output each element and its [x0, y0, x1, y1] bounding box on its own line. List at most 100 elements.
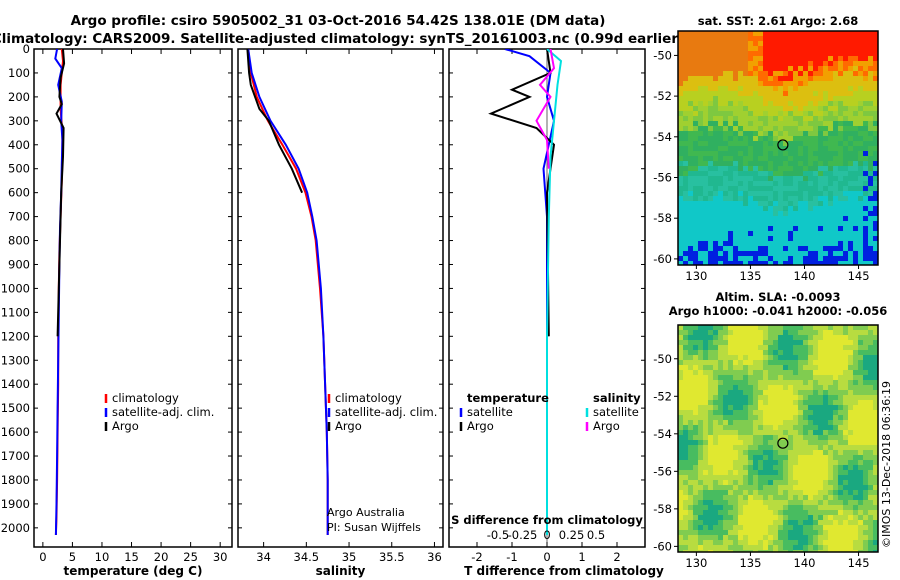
- map-cell: [738, 520, 744, 526]
- map-cell: [798, 495, 804, 501]
- map-cell: [813, 460, 819, 466]
- map-cell: [788, 505, 794, 511]
- map-cell: [758, 196, 764, 202]
- map-cell: [683, 66, 689, 72]
- map-cell: [838, 370, 844, 376]
- map-cell: [813, 475, 819, 481]
- map-cell: [838, 201, 844, 207]
- map-cell: [853, 221, 859, 227]
- map-cell: [718, 96, 724, 102]
- map-cell: [703, 66, 709, 72]
- map-cell: [698, 330, 704, 336]
- map-cell: [813, 545, 819, 551]
- map-cell: [738, 525, 744, 531]
- map-cell: [763, 520, 769, 526]
- map-cell: [693, 520, 699, 526]
- map-cell: [773, 161, 779, 167]
- map-cell: [688, 81, 694, 87]
- map-cell: [713, 415, 719, 421]
- map-cell: [803, 510, 809, 516]
- map-cell: [808, 540, 814, 546]
- map-cell: [698, 360, 704, 366]
- map-cell: [853, 211, 859, 217]
- map-cell: [743, 445, 749, 451]
- map-cell: [803, 535, 809, 541]
- map-cell: [678, 211, 684, 217]
- map-cell: [828, 505, 834, 511]
- map-cell: [868, 425, 874, 431]
- map-cell: [733, 116, 739, 122]
- map-cell: [743, 81, 749, 87]
- map-cell: [828, 151, 834, 157]
- timestamp-label: ©IMOS 13-Dec-2018 06:36:19: [880, 381, 893, 548]
- map-cell: [813, 345, 819, 351]
- map-cell: [698, 71, 704, 77]
- map-cell: [813, 241, 819, 247]
- map-cell: [753, 550, 759, 552]
- map-cell: [688, 475, 694, 481]
- map-cell: [743, 211, 749, 217]
- map-cell: [683, 256, 689, 262]
- map-cell: [833, 490, 839, 496]
- map-cell: [853, 131, 859, 137]
- map-cell: [873, 221, 878, 227]
- map-cell: [743, 216, 749, 222]
- map-cell: [688, 146, 694, 152]
- map-cell: [803, 360, 809, 366]
- map-cell: [678, 375, 684, 381]
- series-line-argo: [55, 49, 66, 337]
- map-cell: [858, 96, 864, 102]
- map-cell: [818, 450, 824, 456]
- map-cell: [843, 525, 849, 531]
- map-cell: [713, 455, 719, 461]
- map-cell: [693, 355, 699, 361]
- map-cell: [703, 410, 709, 416]
- map-cell: [783, 221, 789, 227]
- map-cell: [738, 480, 744, 486]
- map-cell: [798, 385, 804, 391]
- map-cell: [813, 166, 819, 172]
- map-cell: [848, 261, 854, 265]
- map-cell: [753, 201, 759, 207]
- map-cell: [798, 221, 804, 227]
- map-cell: [813, 256, 819, 262]
- map-cell: [703, 335, 709, 341]
- map-cell: [808, 191, 814, 197]
- map-cell: [733, 36, 739, 42]
- map-cell: [813, 106, 819, 112]
- map-cell: [833, 530, 839, 536]
- map-cell: [843, 211, 849, 217]
- map-cell: [823, 206, 829, 212]
- map-cell: [803, 385, 809, 391]
- map-cell: [763, 56, 769, 62]
- map-cell: [703, 470, 709, 476]
- map-cell: [798, 126, 804, 132]
- map-cell: [683, 121, 689, 127]
- map-cell: [818, 186, 824, 192]
- map-cell: [853, 410, 859, 416]
- map-cell: [843, 31, 849, 37]
- map-cell: [828, 76, 834, 82]
- map-cell: [833, 495, 839, 501]
- map-cell: [718, 490, 724, 496]
- map-cell: [728, 420, 734, 426]
- map-cell: [678, 191, 684, 197]
- map-cell: [703, 430, 709, 436]
- map-cell: [843, 465, 849, 471]
- map-cell: [818, 420, 824, 426]
- map-cell: [788, 196, 794, 202]
- map-cell: [798, 96, 804, 102]
- map-cell: [758, 211, 764, 217]
- map-cell: [778, 111, 784, 117]
- map-cell: [823, 505, 829, 511]
- map-cell: [763, 420, 769, 426]
- map-cell: [703, 121, 709, 127]
- map-cell: [863, 41, 869, 47]
- map-cell: [738, 410, 744, 416]
- map-cell: [798, 340, 804, 346]
- map-cell: [733, 261, 739, 265]
- map-cell: [793, 365, 799, 371]
- map-cell: [863, 445, 869, 451]
- map-cell: [813, 550, 819, 552]
- map-cell: [848, 41, 854, 47]
